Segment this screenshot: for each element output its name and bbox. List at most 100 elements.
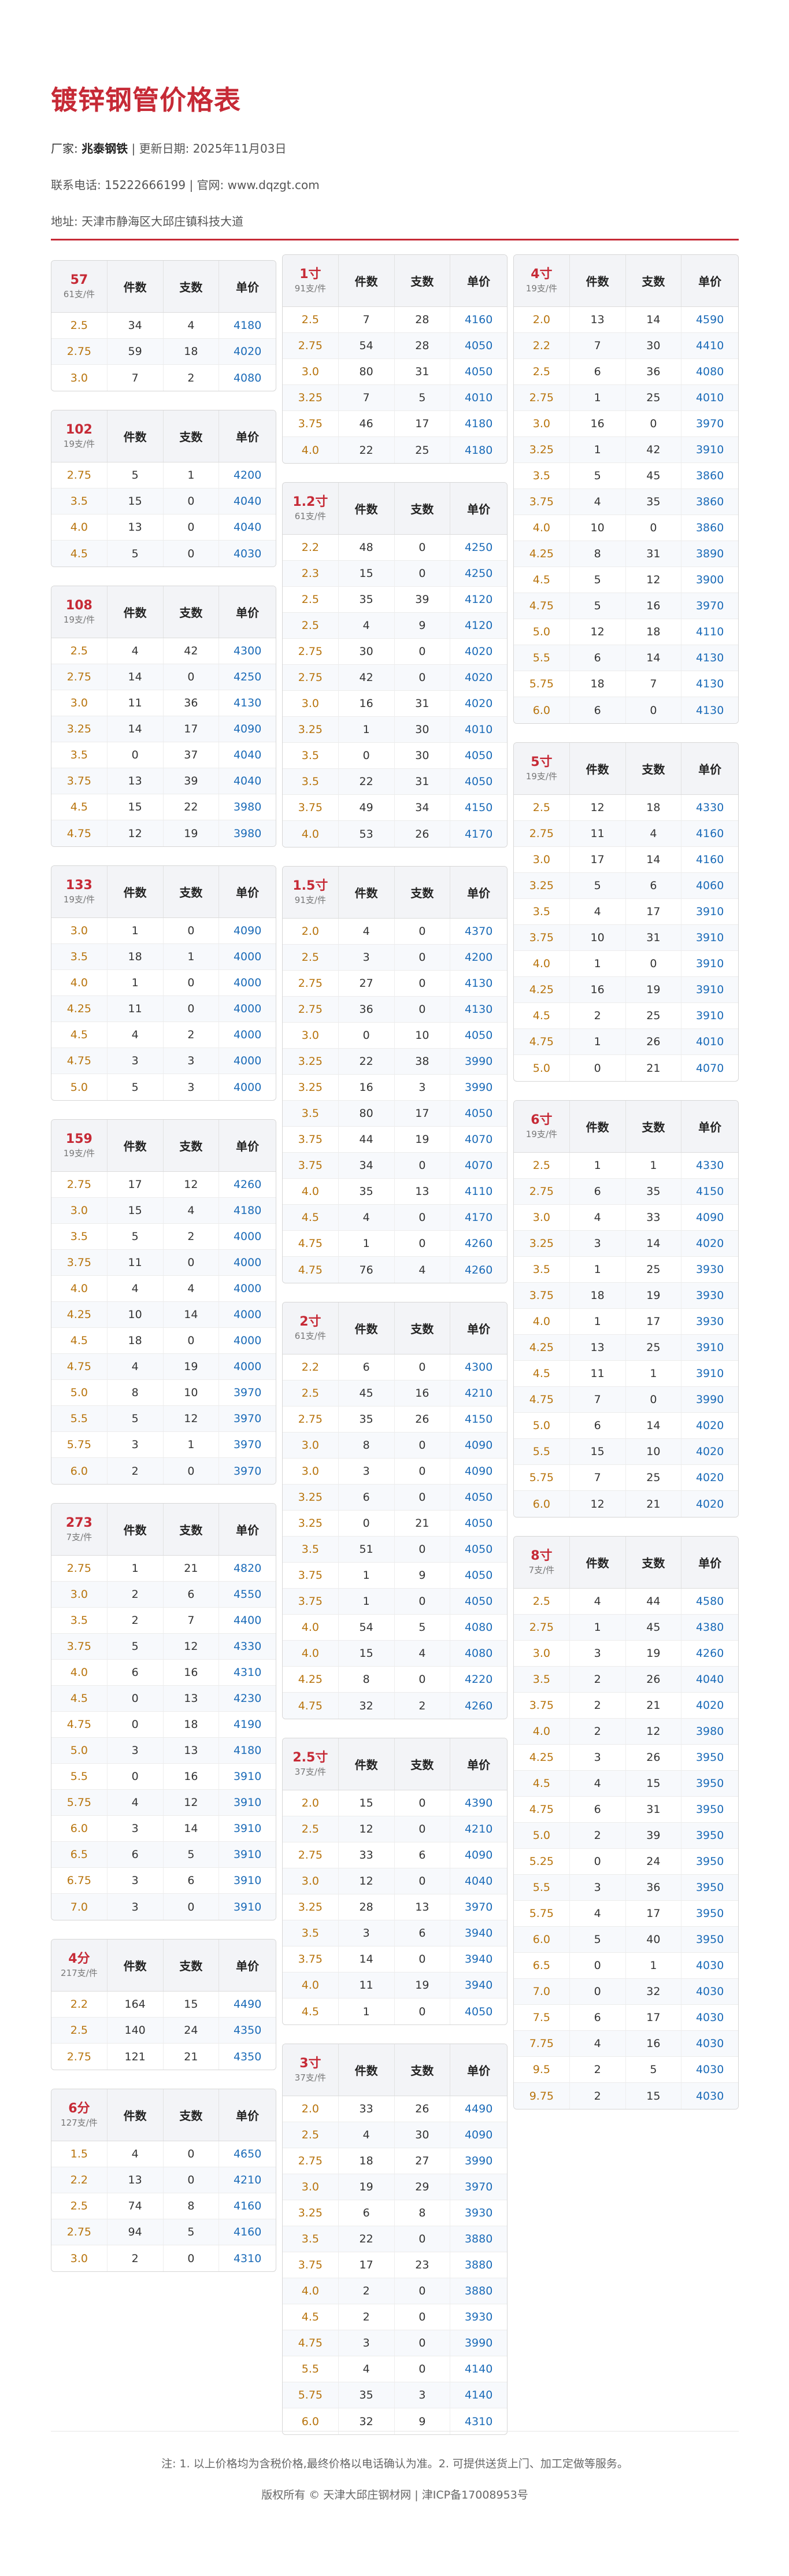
count-cell: 3 <box>570 1641 626 1666</box>
table-row: 5.75 35 3 4140 <box>283 2382 507 2408</box>
spec-weight: 91支/件 <box>294 283 326 294</box>
table-row: 4.5 2 0 3930 <box>283 2304 507 2330</box>
table-row: 2.5 34 4 4180 <box>51 313 276 339</box>
site-link[interactable]: www.dqzgt.com <box>227 178 320 192</box>
pieces-cell: 0 <box>164 2167 220 2193</box>
table-header: 1寸 91支/件 件数 支数 单价 <box>283 255 507 307</box>
pieces-cell: 0 <box>395 561 451 586</box>
thickness-cell: 3.75 <box>514 1693 570 1718</box>
pieces-cell: 25 <box>626 1465 682 1490</box>
price-header: 单价 <box>467 886 491 900</box>
thickness-cell: 3.25 <box>283 1894 339 1920</box>
spec-table: 159 19支/件 件数 支数 单价 2.75 17 12 4260 3.0 15 4 4180 3.5 5… <box>51 1119 276 1485</box>
price-cell: 4090 <box>464 1465 493 1478</box>
pieces-cell: 16 <box>164 1764 220 1789</box>
thickness-cell: 5.5 <box>51 1406 108 1431</box>
thickness-cell: 4.75 <box>283 1257 339 1283</box>
thickness-cell: 3.5 <box>51 944 108 969</box>
pieces-cell: 17 <box>164 716 220 742</box>
thickness-cell: 2.75 <box>283 1842 339 1868</box>
price-cell: 4090 <box>464 1849 493 1861</box>
price-cell: 4030 <box>695 1959 724 1972</box>
pieces-cell: 0 <box>395 1485 451 1510</box>
thickness-cell: 4.0 <box>283 1972 339 1998</box>
thickness-cell: 3.0 <box>283 2174 339 2200</box>
pieces-header: 支数 <box>395 1738 451 1790</box>
pieces-cell: 19 <box>395 1127 451 1152</box>
table-row: 4.75 1 0 4260 <box>283 1231 507 1257</box>
table-body: 2.2 6 0 4300 2.5 45 16 4210 2.75 35 26 4150 3.0 8 0 409… <box>283 1354 507 1719</box>
count-cell: 12 <box>570 795 626 820</box>
count-cell: 0 <box>570 1849 626 1874</box>
pieces-cell: 3 <box>164 1074 220 1100</box>
count-header: 件数 <box>108 2089 164 2141</box>
spec-table: 3寸 37支/件 件数 支数 单价 2.0 33 26 4490 2.5 4 30 4090 2.75 18… <box>282 2044 508 2435</box>
pieces-cell: 0 <box>395 1153 451 1178</box>
pieces-cell: 25 <box>626 385 682 410</box>
thickness-cell: 4.25 <box>51 996 108 1021</box>
thickness-cell: 2.75 <box>514 385 570 410</box>
spec-header-cell: 57 61支/件 <box>51 261 108 312</box>
count-cell: 13 <box>570 307 626 332</box>
table-row: 4.0 54 5 4080 <box>283 1615 507 1641</box>
table-row: 2.75 17 12 4260 <box>51 1172 276 1198</box>
table-row: 2.0 33 26 4490 <box>283 2096 507 2122</box>
count-cell: 17 <box>339 2252 395 2278</box>
thickness-cell: 3.75 <box>283 411 339 436</box>
count-cell: 22 <box>339 437 395 463</box>
pieces-header: 支数 <box>626 1537 682 1588</box>
thickness-cell: 1.5 <box>51 2141 108 2167</box>
count-cell: 14 <box>108 664 164 690</box>
table-row: 3.5 51 0 4050 <box>283 1537 507 1563</box>
price-cell: 4020 <box>695 1471 724 1484</box>
count-cell: 2 <box>570 1667 626 1692</box>
count-cell: 1 <box>339 1231 395 1256</box>
pieces-cell: 25 <box>626 1003 682 1028</box>
count-cell: 94 <box>108 2219 164 2245</box>
thickness-cell: 3.5 <box>283 1920 339 1946</box>
thickness-cell: 4.0 <box>514 1309 570 1334</box>
pieces-header: 支数 <box>395 2044 451 2096</box>
thickness-cell: 3.0 <box>51 1198 108 1223</box>
table-row: 2.5 3 0 4200 <box>283 945 507 971</box>
table-header: 3寸 37支/件 件数 支数 单价 <box>283 2044 507 2096</box>
price-cell: 3970 <box>695 417 724 430</box>
price-cell: 4250 <box>464 541 493 554</box>
pieces-cell: 1 <box>164 462 220 488</box>
pieces-cell: 14 <box>626 307 682 332</box>
table-body: 2.2 48 0 4250 2.3 15 0 4250 2.5 35 39 4120 2.5 4 9 4120… <box>283 535 507 847</box>
table-row: 2.5 7 28 4160 <box>283 307 507 333</box>
spec-table: 6寸 19支/件 件数 支数 单价 2.5 1 1 4330 2.75 6 35 4150 3.0 4 33 4… <box>513 1100 739 1518</box>
table-body: 2.75 5 1 4200 3.5 15 0 4040 4.0 13 0 4040 4.5 5 0 4030 <box>51 462 276 567</box>
price-cell: 4040 <box>233 521 262 534</box>
thickness-cell: 2.5 <box>51 2193 108 2219</box>
table-row: 2.0 13 14 4590 <box>514 307 738 333</box>
count-cell: 5 <box>108 541 164 567</box>
table-row: 2.75 30 0 4020 <box>283 639 507 665</box>
price-cell: 3910 <box>233 1874 262 1887</box>
phone-number[interactable]: 15222666199 <box>105 178 186 192</box>
thickness-cell: 5.5 <box>514 645 570 671</box>
table-row: 3.25 7 5 4010 <box>283 385 507 411</box>
pieces-header: 支数 <box>164 410 220 462</box>
table-row: 2.75 14 0 4250 <box>51 664 276 690</box>
table-row: 3.0 2 6 4550 <box>51 1582 276 1608</box>
price-cell: 3900 <box>695 573 724 586</box>
pieces-cell: 17 <box>626 1901 682 1926</box>
price-cell: 4180 <box>233 1204 262 1217</box>
spec-name: 5寸 <box>531 754 553 769</box>
spec-name: 1.2寸 <box>292 494 328 509</box>
price-cell: 4160 <box>233 2226 262 2238</box>
pieces-cell: 24 <box>164 2018 220 2043</box>
spec-header-cell: 5寸 19支/件 <box>514 743 570 794</box>
pieces-cell: 0 <box>164 1894 220 1920</box>
thickness-cell: 2.75 <box>514 1179 570 1204</box>
table-row: 2.5 12 0 4210 <box>283 1816 507 1842</box>
pieces-cell: 19 <box>395 1972 451 1998</box>
thickness-cell: 3.75 <box>283 1153 339 1178</box>
price-cell: 3970 <box>464 2181 493 2193</box>
count-cell: 0 <box>108 1764 164 1789</box>
table-row: 5.75 4 17 3950 <box>514 1901 738 1927</box>
thickness-cell: 4.0 <box>283 1179 339 1204</box>
pieces-cell: 14 <box>626 1231 682 1256</box>
